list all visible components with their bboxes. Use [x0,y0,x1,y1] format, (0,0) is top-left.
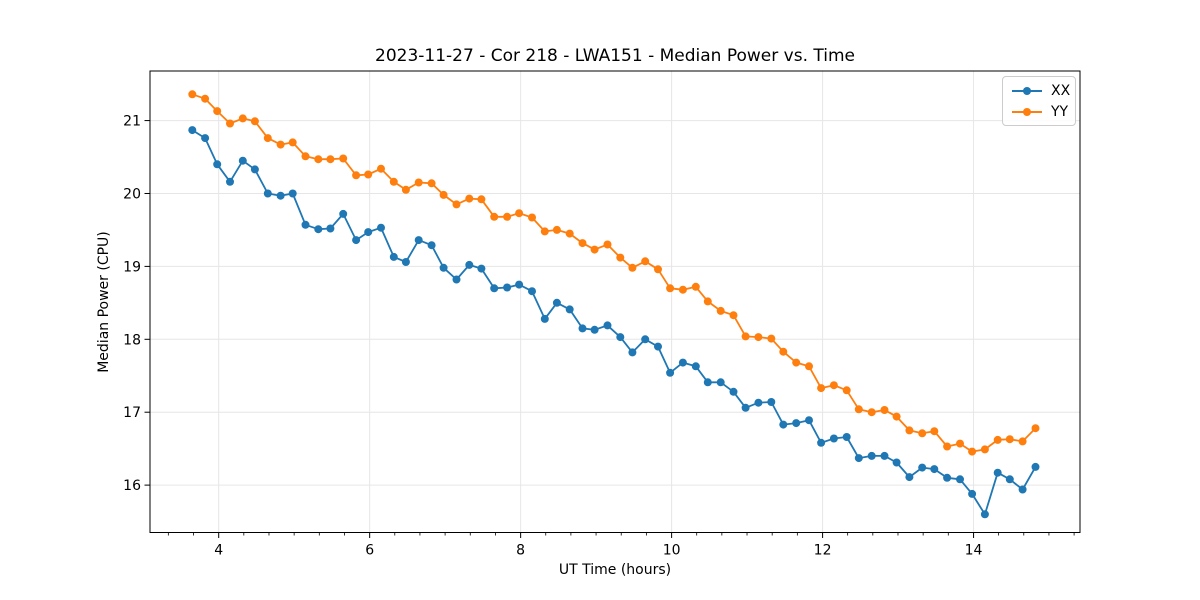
legend-line-marker-icon [1012,107,1042,116]
y-axis-label: Median Power (CPU) [96,231,112,373]
x-tick-label: 8 [516,543,525,559]
y-tick-label: 21 [123,114,141,130]
legend-item-yy: YY [1010,102,1075,122]
x-tick-label: 12 [814,543,832,559]
x-tick-label: 10 [663,543,681,559]
y-tick-label: 18 [123,332,141,348]
legend-label-yy: YY [1051,103,1069,120]
x-tick-label: 14 [965,543,983,559]
legend-item-xx: XX [1010,81,1075,101]
y-tick-label: 17 [123,405,141,421]
legend: XX YY [1002,76,1076,126]
x-tick-label: 6 [365,543,374,559]
chart-title: 2023-11-27 - Cor 218 - LWA151 - Median P… [375,46,855,66]
y-tick-label: 16 [123,478,141,494]
y-tick-label: 20 [123,186,141,202]
x-axis-label: UT Time (hours) [558,562,672,578]
x-tick-label: 4 [214,543,223,559]
legend-line-marker-icon [1012,86,1042,95]
y-tick-label: 19 [123,259,141,275]
legend-label-xx: XX [1051,82,1071,99]
